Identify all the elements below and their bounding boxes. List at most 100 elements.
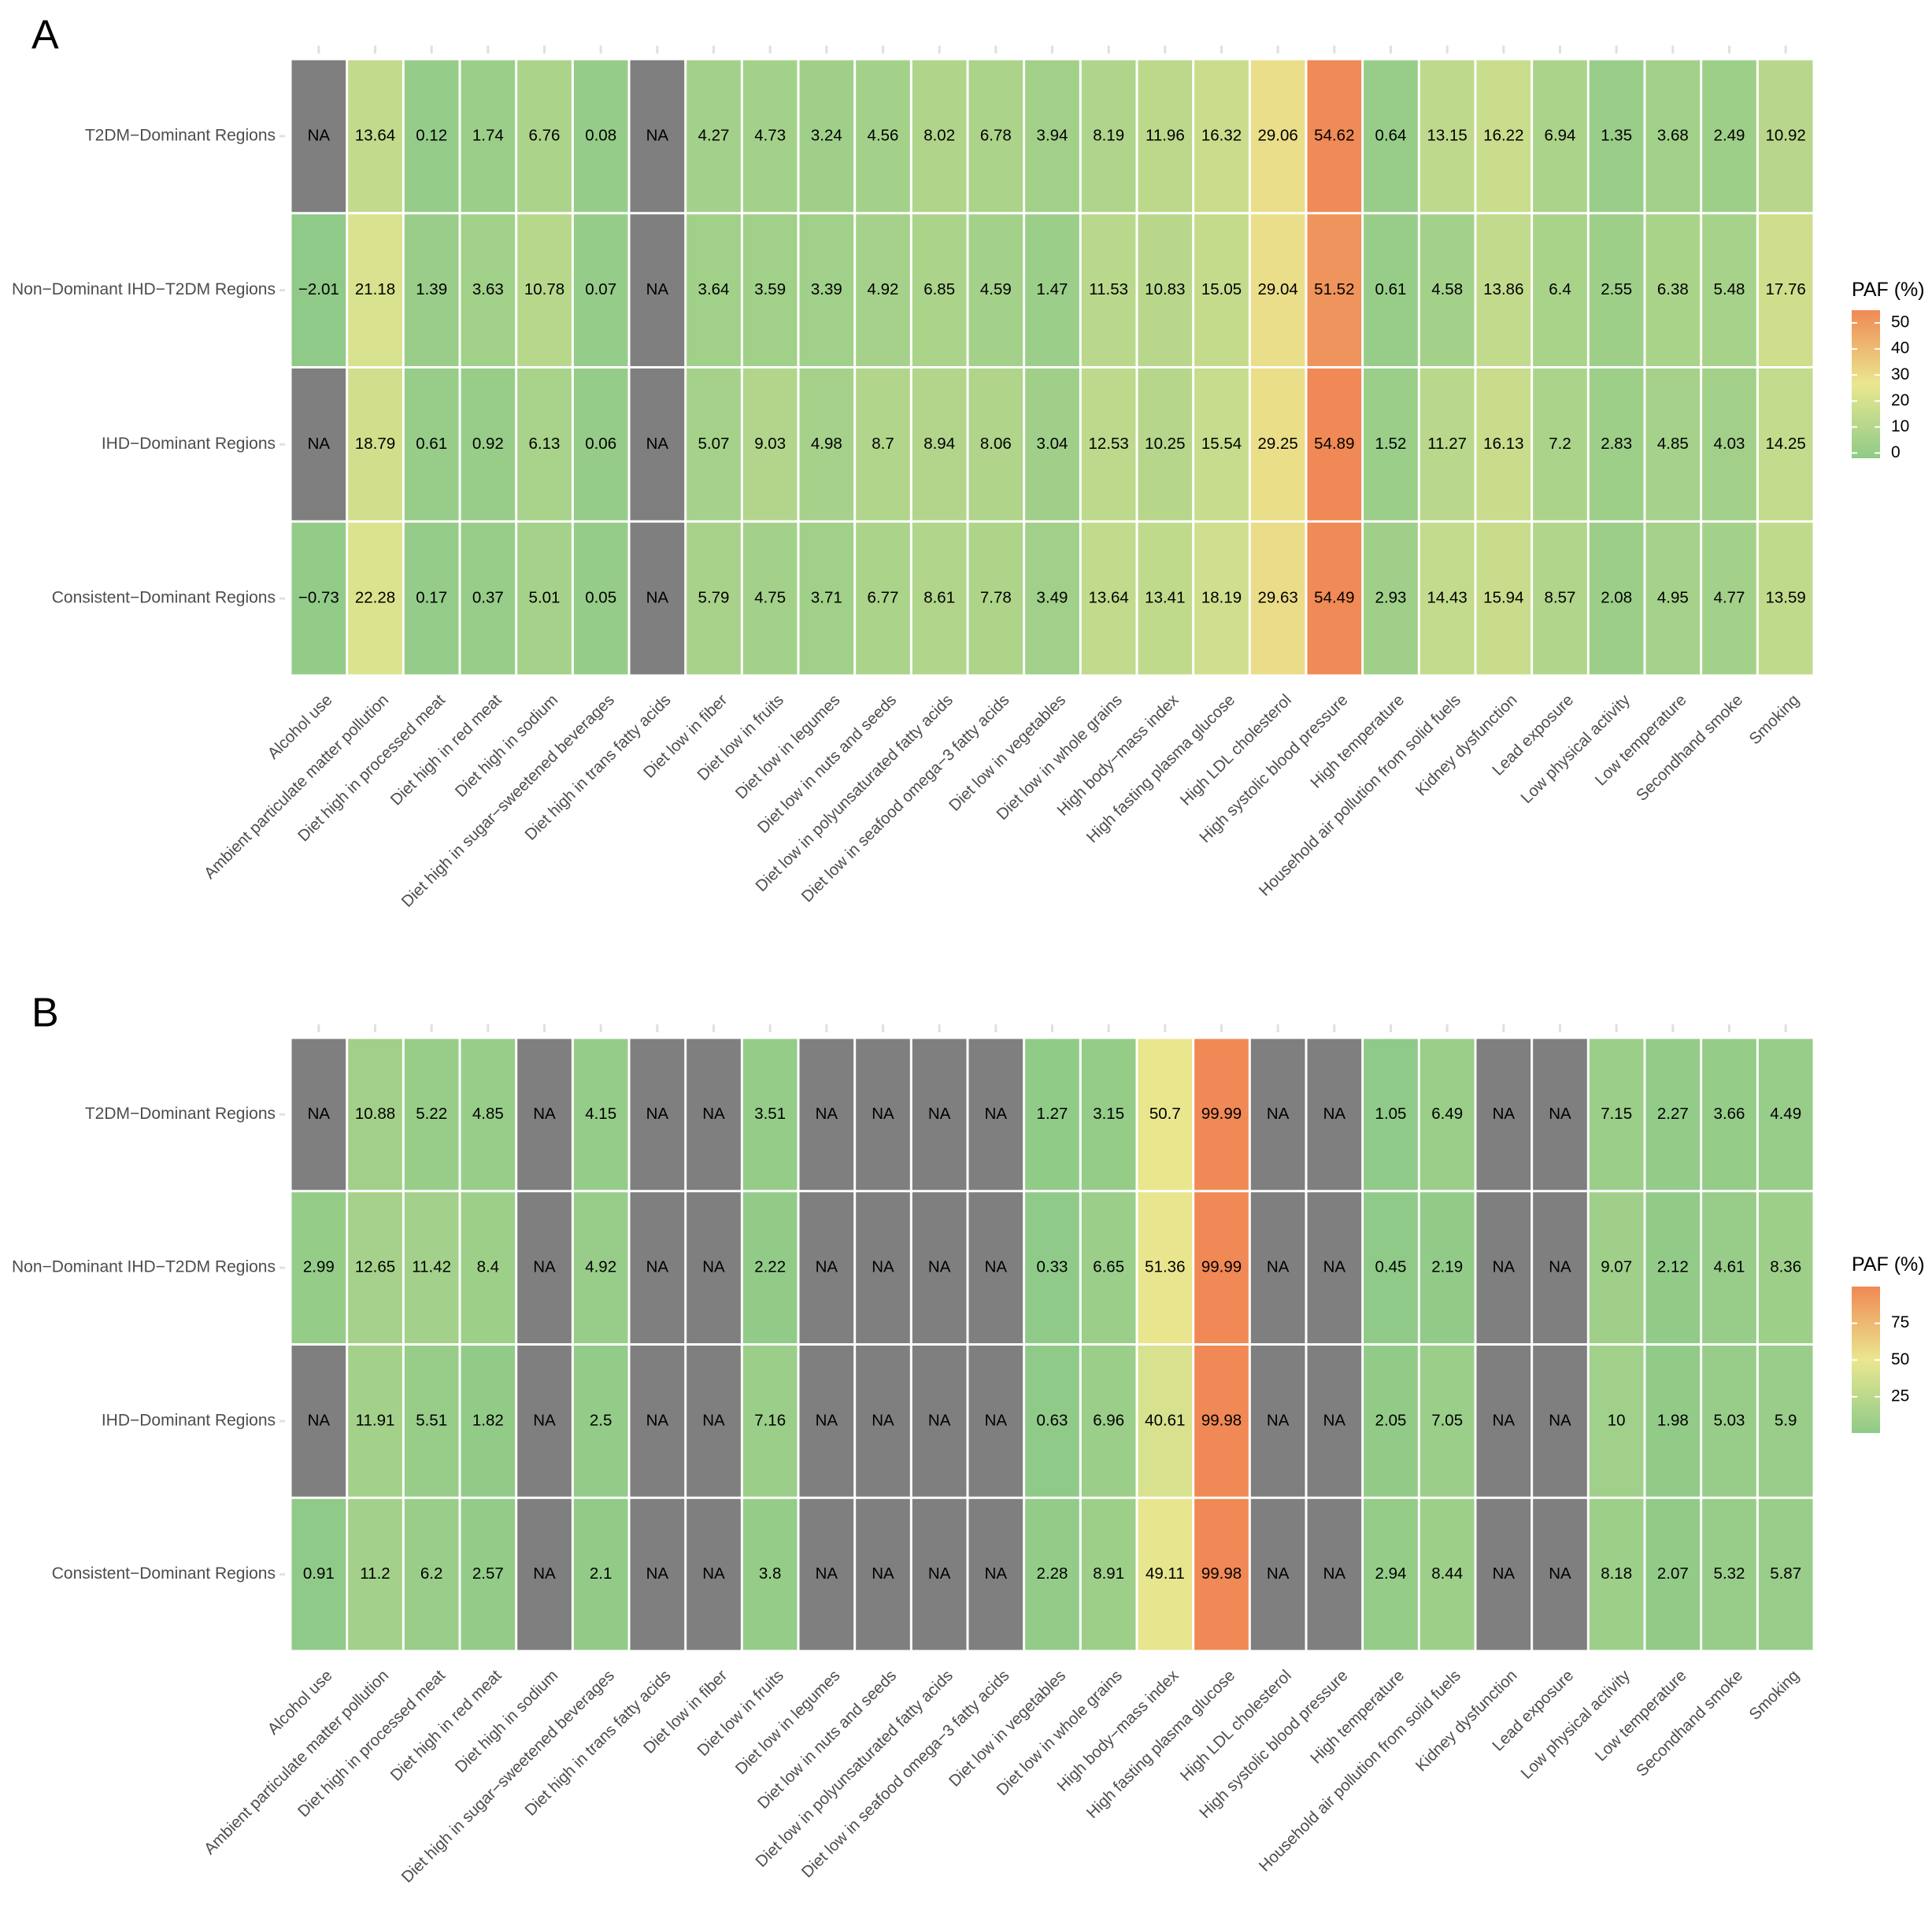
heatmap-cell bbox=[461, 1192, 516, 1343]
heatmap-cell bbox=[1138, 1498, 1193, 1650]
heatmap-cell bbox=[1645, 522, 1701, 675]
heatmap-cell bbox=[517, 1192, 572, 1343]
cell-value-label: 4.92 bbox=[868, 280, 899, 298]
heatmap-cell bbox=[291, 368, 346, 520]
cell-value-label: NA bbox=[985, 1105, 1008, 1123]
heatmap-cell bbox=[1476, 60, 1531, 213]
legend-tick-label: 10 bbox=[1891, 417, 1909, 435]
heatmap-cell bbox=[348, 1346, 402, 1497]
heatmap-cell bbox=[687, 1192, 741, 1343]
heatmap-cell bbox=[1250, 522, 1305, 675]
cell-value-label: NA bbox=[928, 1258, 951, 1276]
heatmap-cell bbox=[799, 1039, 854, 1190]
row-label: Consistent−Dominant Regions bbox=[52, 589, 276, 607]
heatmap-cell bbox=[912, 1039, 967, 1190]
heatmap-cell bbox=[1025, 214, 1079, 366]
heatmap-cell bbox=[1194, 1039, 1249, 1190]
cell-value-label: NA bbox=[928, 1564, 951, 1583]
cell-value-label: 10 bbox=[1608, 1411, 1626, 1429]
cell-value-label: NA bbox=[985, 1258, 1008, 1276]
cell-value-label: NA bbox=[1323, 1564, 1346, 1583]
cell-value-label: 18.79 bbox=[355, 435, 395, 453]
heatmap-cell bbox=[742, 1039, 798, 1190]
cell-value-label: 10.83 bbox=[1145, 280, 1185, 298]
heatmap-cell bbox=[291, 522, 346, 675]
cell-value-label: 16.32 bbox=[1201, 126, 1242, 144]
heatmap-cell bbox=[630, 1192, 685, 1343]
cell-value-label: 2.55 bbox=[1601, 280, 1632, 298]
cell-value-label: NA bbox=[1493, 1411, 1516, 1429]
cell-value-label: 3.04 bbox=[1037, 435, 1068, 453]
cell-value-label: 3.64 bbox=[698, 280, 730, 298]
heatmap-cell bbox=[1476, 1346, 1531, 1497]
column-label: Diet high in red meat bbox=[387, 1666, 505, 1784]
heatmap-cell bbox=[742, 1346, 798, 1497]
heatmap-cell bbox=[856, 1192, 910, 1343]
heatmap-panel-A: A T2DM−Dominant Regions NA 13.64 0.12 1.74 6.7… bbox=[12, 13, 1925, 911]
heatmap-cell bbox=[1702, 1192, 1756, 1343]
cell-value-label: NA bbox=[872, 1411, 894, 1429]
heatmap-cell bbox=[291, 1346, 346, 1497]
heatmap-cell bbox=[461, 214, 516, 366]
cell-value-label: NA bbox=[702, 1564, 725, 1583]
cell-value-label: NA bbox=[985, 1411, 1008, 1429]
heatmap-cell bbox=[1250, 1346, 1305, 1497]
heatmap-cell bbox=[1702, 1039, 1756, 1190]
cell-value-label: 3.49 bbox=[1037, 589, 1068, 607]
cell-value-label: 5.07 bbox=[698, 435, 730, 453]
panel-label: A bbox=[31, 13, 59, 58]
cell-value-label: 2.27 bbox=[1657, 1105, 1689, 1123]
heatmap-cell bbox=[968, 1346, 1023, 1497]
column-label: Low physical activity bbox=[1517, 691, 1634, 807]
cell-value-label: 8.91 bbox=[1093, 1564, 1124, 1583]
column-label: Diet low in legumes bbox=[732, 1666, 844, 1778]
heatmap-cell bbox=[1250, 1192, 1305, 1343]
heatmap-cell bbox=[1645, 1346, 1701, 1497]
cell-value-label: 0.07 bbox=[585, 280, 616, 298]
heatmap-cell bbox=[1533, 1039, 1587, 1190]
cell-value-label: NA bbox=[816, 1258, 838, 1276]
heatmap-cell bbox=[1702, 522, 1756, 675]
cell-value-label: NA bbox=[928, 1105, 951, 1123]
cell-value-label: 22.28 bbox=[355, 589, 395, 607]
cell-value-label: NA bbox=[1267, 1411, 1290, 1429]
row-label: Non−Dominant IHD−T2DM Regions bbox=[12, 280, 276, 298]
legend-colorbar bbox=[1852, 310, 1880, 458]
cell-value-label: 3.59 bbox=[754, 280, 786, 298]
cell-value-label: NA bbox=[928, 1411, 951, 1429]
heatmap-cell bbox=[1364, 1039, 1418, 1190]
cell-value-label: NA bbox=[646, 1564, 669, 1583]
heatmap-cell bbox=[630, 60, 685, 213]
column-label: Diet high in red meat bbox=[387, 691, 505, 809]
cell-value-label: 13.59 bbox=[1766, 589, 1806, 607]
cell-value-label: 29.04 bbox=[1258, 280, 1298, 298]
cell-value-label: NA bbox=[533, 1105, 556, 1123]
cell-value-label: 9.07 bbox=[1601, 1258, 1632, 1276]
cell-value-label: 4.75 bbox=[754, 589, 786, 607]
cell-value-label: NA bbox=[1549, 1258, 1571, 1276]
cell-value-label: 13.64 bbox=[1089, 589, 1129, 607]
heatmap-cell bbox=[573, 522, 628, 675]
heatmap-cell bbox=[1589, 368, 1644, 520]
cell-value-label: NA bbox=[646, 1411, 669, 1429]
cell-value-label: 2.5 bbox=[590, 1411, 613, 1429]
heatmap-cell bbox=[630, 214, 685, 366]
heatmap-cell bbox=[1138, 1346, 1193, 1497]
heatmap-cell bbox=[1307, 1192, 1362, 1343]
column-label: Household air pollution from solid fuels bbox=[1256, 691, 1464, 899]
heatmap-cell bbox=[1250, 60, 1305, 213]
heatmap-cell bbox=[1194, 1498, 1249, 1650]
cell-value-label: 3.66 bbox=[1714, 1105, 1745, 1123]
column-label: Household air pollution from solid fuels bbox=[1256, 1666, 1464, 1875]
heatmap-cell bbox=[742, 1192, 798, 1343]
heatmap-cell bbox=[1645, 214, 1701, 366]
cell-value-label: 6.38 bbox=[1657, 280, 1689, 298]
cell-value-label: 5.22 bbox=[416, 1105, 447, 1123]
cell-value-label: 4.92 bbox=[585, 1258, 616, 1276]
cell-value-label: 13.41 bbox=[1145, 589, 1185, 607]
heatmap-cell bbox=[1533, 522, 1587, 675]
cell-value-label: 6.85 bbox=[923, 280, 955, 298]
cell-value-label: 8.61 bbox=[923, 589, 955, 607]
heatmap-cell bbox=[348, 1192, 402, 1343]
cell-value-label: 40.61 bbox=[1145, 1411, 1185, 1429]
